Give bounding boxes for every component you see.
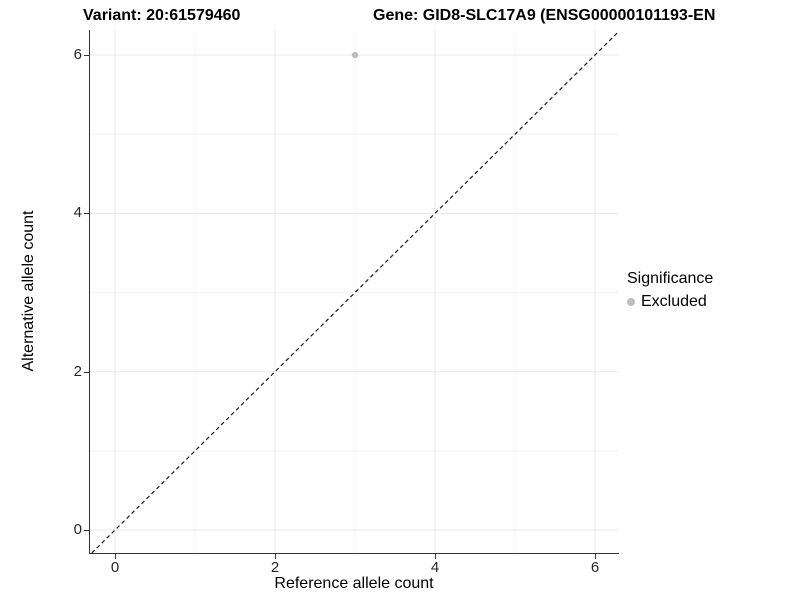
y-tick-mark <box>84 213 89 215</box>
legend-item-label: Excluded <box>641 293 707 310</box>
variant-title: Variant: 20:61579460 <box>83 7 241 24</box>
plot-panel <box>90 30 619 554</box>
x-tick-label: 2 <box>270 559 280 576</box>
legend-title: Significance <box>627 270 714 287</box>
x-tick-mark <box>115 554 116 559</box>
legend-item: Excluded <box>627 293 713 311</box>
y-tick-label: 2 <box>73 362 82 380</box>
legend: Significance Excluded <box>627 269 713 311</box>
data-point <box>351 51 359 59</box>
y-tick-mark <box>84 55 89 57</box>
y-tick-label: 0 <box>73 521 82 539</box>
x-tick-label: 6 <box>590 559 600 576</box>
x-axis-line <box>89 553 619 554</box>
y-axis-line <box>89 30 90 554</box>
x-tick-label: 0 <box>110 559 120 576</box>
y-tick-label: 6 <box>73 46 82 64</box>
x-tick-mark <box>595 554 596 559</box>
y-tick-mark <box>84 530 89 532</box>
legend-point-swatch-icon <box>627 298 635 306</box>
identity-line <box>91 31 619 554</box>
y-tick-mark <box>84 371 89 373</box>
gene-title: Gene: GID8-SLC17A9 (ENSG00000101193-EN <box>373 7 716 24</box>
x-tick-mark <box>275 554 276 559</box>
x-axis-title: Reference allele count <box>274 575 434 592</box>
y-tick-label: 4 <box>73 204 82 222</box>
y-axis-title: Alternative allele count <box>20 210 37 372</box>
x-tick-label: 4 <box>430 559 440 576</box>
plot-area <box>90 30 619 554</box>
x-tick-mark <box>435 554 436 559</box>
